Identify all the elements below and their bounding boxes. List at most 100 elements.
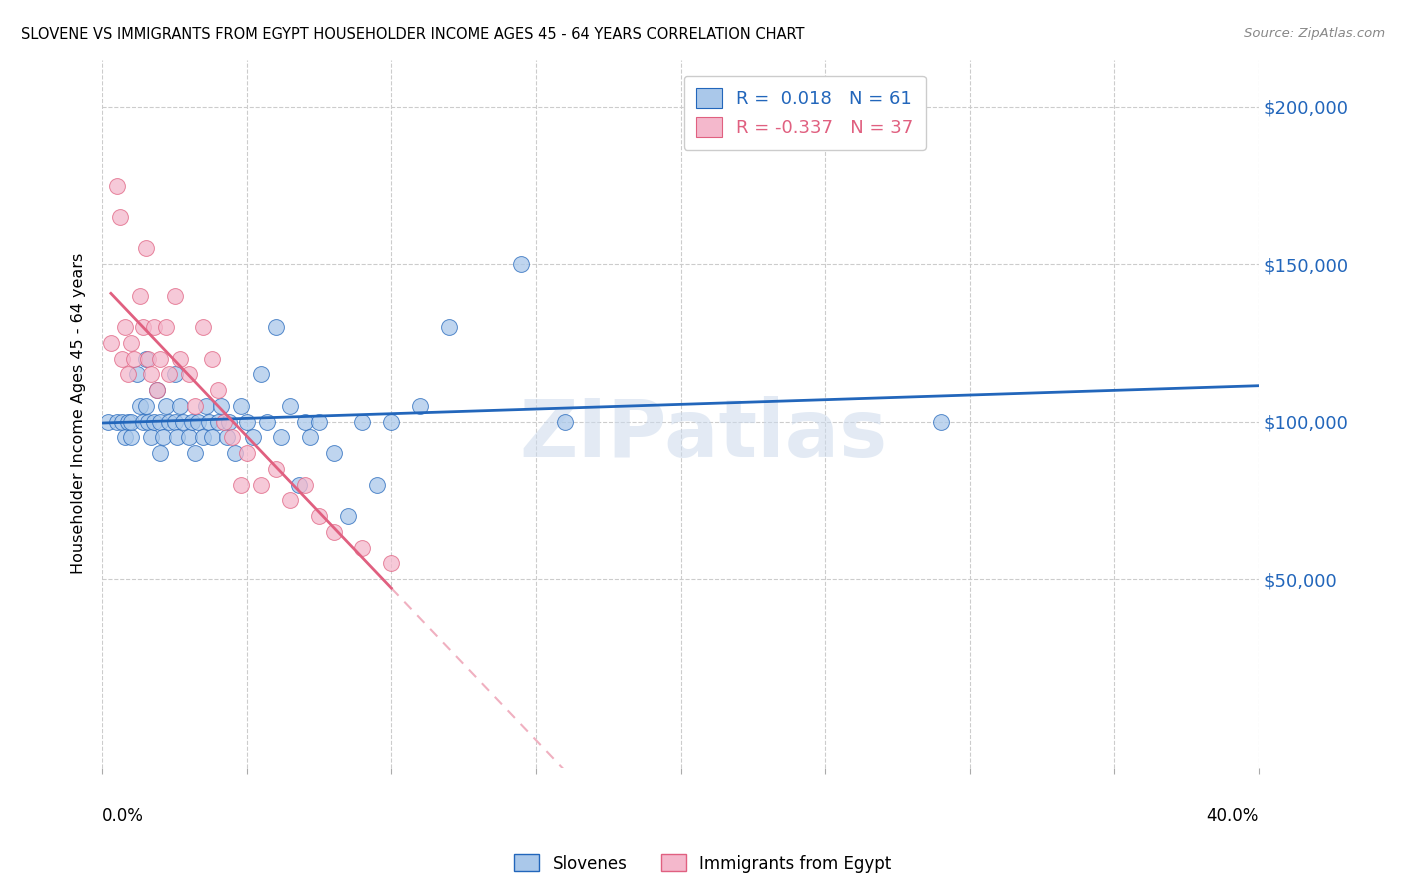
Point <box>299 430 322 444</box>
Text: SLOVENE VS IMMIGRANTS FROM EGYPT HOUSEHOLDER INCOME AGES 45 - 64 YEARS CORRELATI: SLOVENE VS IMMIGRANTS FROM EGYPT HOUSEHO… <box>21 27 804 42</box>
Point <box>128 399 150 413</box>
Point <box>308 415 330 429</box>
Point <box>195 399 218 413</box>
Point <box>250 368 273 382</box>
Text: Source: ZipAtlas.com: Source: ZipAtlas.com <box>1244 27 1385 40</box>
Point <box>166 430 188 444</box>
Point <box>128 289 150 303</box>
Point <box>135 242 157 256</box>
Point <box>193 430 215 444</box>
Point <box>229 477 252 491</box>
Point <box>117 415 139 429</box>
Text: 0.0%: 0.0% <box>103 807 143 825</box>
Legend: Slovenes, Immigrants from Egypt: Slovenes, Immigrants from Egypt <box>508 847 898 880</box>
Point <box>155 399 177 413</box>
Point <box>308 509 330 524</box>
Point <box>169 399 191 413</box>
Point <box>193 320 215 334</box>
Point <box>135 399 157 413</box>
Point <box>929 415 952 429</box>
Point <box>270 430 292 444</box>
Point <box>554 415 576 429</box>
Point <box>152 430 174 444</box>
Point <box>105 415 128 429</box>
Point <box>380 557 402 571</box>
Y-axis label: Householder Income Ages 45 - 64 years: Householder Income Ages 45 - 64 years <box>72 253 86 574</box>
Point <box>322 524 344 539</box>
Point <box>120 415 142 429</box>
Point <box>221 430 243 444</box>
Text: ZIPatlas: ZIPatlas <box>520 396 887 474</box>
Point <box>288 477 311 491</box>
Point <box>138 415 160 429</box>
Point <box>149 351 172 366</box>
Point <box>177 368 200 382</box>
Point <box>141 430 163 444</box>
Point <box>352 541 374 555</box>
Point <box>163 368 186 382</box>
Point <box>278 493 301 508</box>
Point <box>146 383 169 397</box>
Point <box>114 430 136 444</box>
Point <box>155 320 177 334</box>
Point <box>163 289 186 303</box>
Point <box>120 430 142 444</box>
Point <box>207 383 229 397</box>
Point <box>163 415 186 429</box>
Point <box>215 430 238 444</box>
Point <box>135 351 157 366</box>
Point <box>143 415 166 429</box>
Point <box>207 415 229 429</box>
Point <box>184 399 207 413</box>
Point <box>510 257 533 271</box>
Point <box>149 415 172 429</box>
Point <box>184 446 207 460</box>
Point <box>149 446 172 460</box>
Point <box>131 415 153 429</box>
Point <box>141 368 163 382</box>
Point <box>131 320 153 334</box>
Point <box>278 399 301 413</box>
Point <box>294 415 316 429</box>
Point <box>409 399 432 413</box>
Text: 40.0%: 40.0% <box>1206 807 1258 825</box>
Point <box>212 415 235 429</box>
Point <box>108 210 131 224</box>
Point <box>366 477 388 491</box>
Point <box>111 351 134 366</box>
Point <box>117 368 139 382</box>
Point <box>157 415 180 429</box>
Point <box>224 446 246 460</box>
Point <box>169 351 191 366</box>
Point <box>125 368 148 382</box>
Point <box>180 415 202 429</box>
Point <box>236 415 259 429</box>
Point <box>111 415 134 429</box>
Point <box>177 430 200 444</box>
Legend: R =  0.018   N = 61, R = -0.337   N = 37: R = 0.018 N = 61, R = -0.337 N = 37 <box>683 76 927 150</box>
Point <box>294 477 316 491</box>
Point <box>157 368 180 382</box>
Point <box>138 351 160 366</box>
Point <box>322 446 344 460</box>
Point <box>97 415 120 429</box>
Point <box>337 509 360 524</box>
Point <box>264 462 287 476</box>
Point <box>352 415 374 429</box>
Point <box>236 446 259 460</box>
Point <box>172 415 194 429</box>
Point <box>264 320 287 334</box>
Point <box>100 335 122 350</box>
Point <box>120 335 142 350</box>
Point <box>201 430 224 444</box>
Point <box>380 415 402 429</box>
Point <box>146 383 169 397</box>
Point <box>256 415 278 429</box>
Point <box>209 399 232 413</box>
Point <box>143 320 166 334</box>
Point <box>122 351 145 366</box>
Point <box>242 430 264 444</box>
Point <box>437 320 460 334</box>
Point <box>187 415 209 429</box>
Point <box>201 351 224 366</box>
